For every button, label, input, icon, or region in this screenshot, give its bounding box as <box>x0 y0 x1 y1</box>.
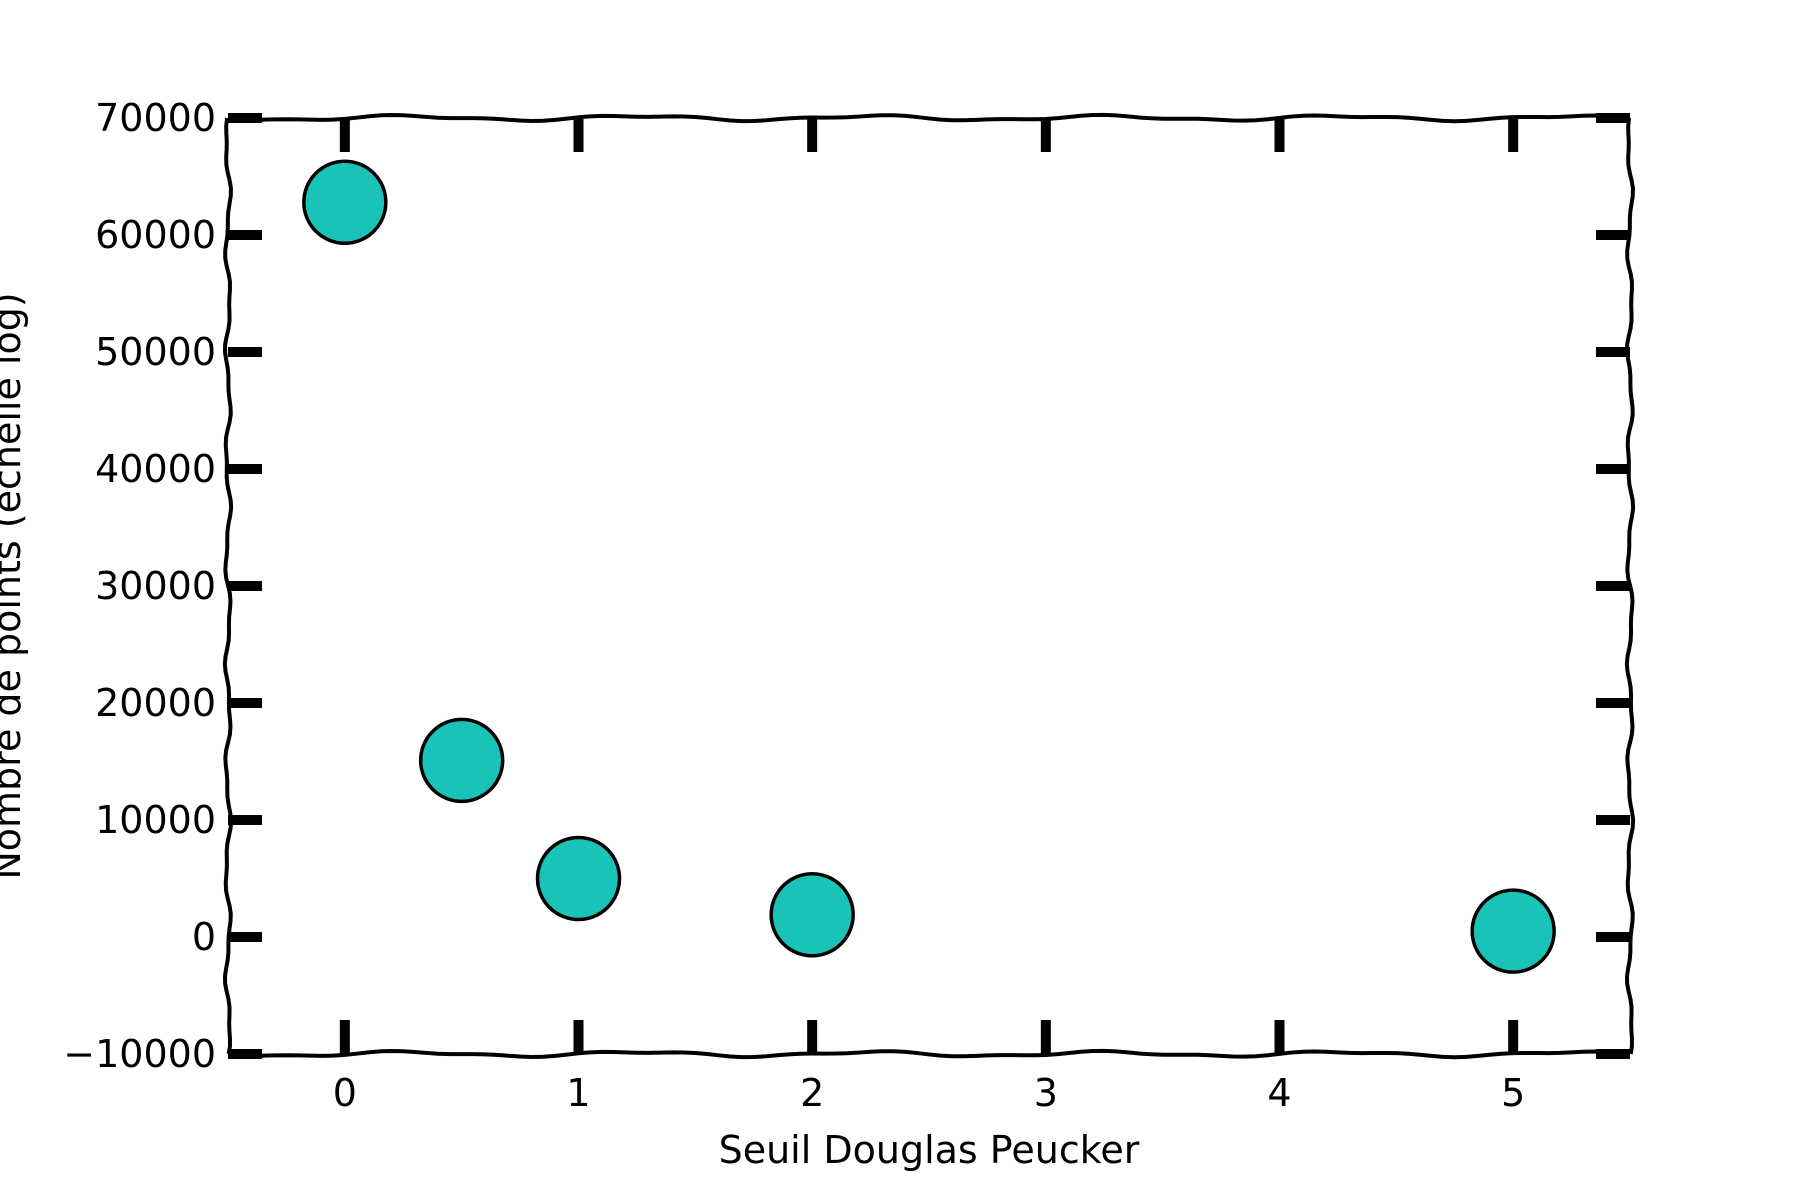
x-tick-label: 3 <box>1034 1071 1058 1115</box>
x-tick-label: 1 <box>566 1071 590 1115</box>
right-spine <box>1624 117 1636 1055</box>
top-spine <box>227 112 1631 124</box>
x-tick-label: 0 <box>333 1071 357 1115</box>
data-point-marker <box>302 159 388 245</box>
y-tick-label: 0 <box>192 915 216 959</box>
data-point-marker <box>535 835 622 922</box>
y-tick-label: 40000 <box>95 447 216 491</box>
x-tick-label: 4 <box>1267 1071 1291 1115</box>
data-point-marker <box>1470 888 1556 974</box>
bottom-spine <box>227 1048 1631 1060</box>
y-tick-label: 60000 <box>95 213 216 257</box>
tick-labels: 0 1 2 3 4 5 −10000 0 10000 20000 30000 40000 50000 60… <box>63 96 1525 1115</box>
x-axis-label: Seuil Douglas Peucker <box>719 1128 1140 1172</box>
y-tick-label: 70000 <box>95 96 216 140</box>
data-point-marker <box>418 717 505 804</box>
y-tick-label: 50000 <box>95 330 216 374</box>
y-tick-label: −10000 <box>63 1032 216 1076</box>
y-axis-label: Nombre de points (échelle log) <box>0 292 29 879</box>
data-point-marker <box>769 872 855 958</box>
x-tick-label: 5 <box>1501 1071 1525 1115</box>
y-tick-label: 10000 <box>95 798 216 842</box>
tick-marks <box>228 113 1630 1059</box>
y-tick-label: 30000 <box>95 564 216 608</box>
x-tick-label: 2 <box>800 1071 824 1115</box>
y-tick-label: 20000 <box>95 681 216 725</box>
plot-frame <box>222 112 1636 1060</box>
markers-layer <box>302 159 1556 974</box>
